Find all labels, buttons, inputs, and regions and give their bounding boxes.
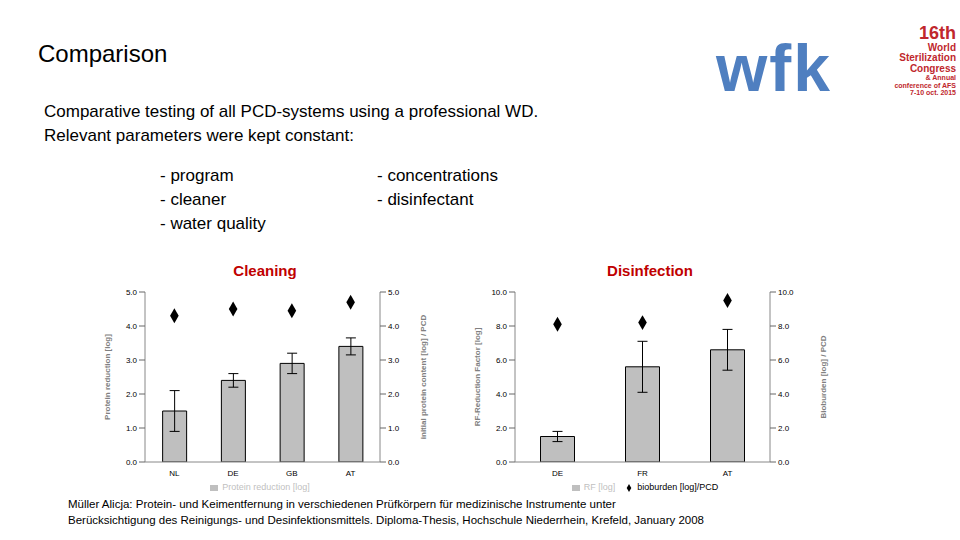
svg-text:2.0: 2.0 <box>126 390 138 399</box>
svg-text:initial protein content [log]: initial protein content [log] / PCD <box>419 315 428 440</box>
html-text:- program: - program <box>160 166 234 185</box>
html-text:Cleaning: Cleaning <box>233 262 297 279</box>
html-text:- cleaner: - cleaner <box>160 190 227 209</box>
svg-text:DE: DE <box>552 469 563 478</box>
svg-text:Bioburden [log] / PCD: Bioburden [log] / PCD <box>819 335 828 418</box>
svg-text:0.0: 0.0 <box>496 458 508 467</box>
html-text:- water quality: - water quality <box>160 214 266 233</box>
svg-text:0.0: 0.0 <box>388 458 400 467</box>
svg-text:2.0: 2.0 <box>496 424 508 433</box>
svg-text:AT: AT <box>723 469 733 478</box>
html-text:Berücksichtigung des Reinigung: Berücksichtigung des Reinigungs- und Des… <box>68 514 704 526</box>
html-text:Protein reduction [log]: Protein reduction [log] <box>222 482 310 492</box>
html-text:Comparative testing of all PCD: Comparative testing of all PCD-systems u… <box>44 102 539 121</box>
svg-text:4.0: 4.0 <box>388 322 400 331</box>
svg-text:3.0: 3.0 <box>126 356 138 365</box>
html-text:Relevant parameters were kept: Relevant parameters were kept constant: <box>44 126 354 145</box>
svg-text:5.0: 5.0 <box>126 288 138 297</box>
svg-text:5.0: 5.0 <box>388 288 400 297</box>
html-text:RF [log]: RF [log] <box>583 482 616 492</box>
svg-text:10.0: 10.0 <box>778 288 794 297</box>
html-text:7-10 oct. 2015: 7-10 oct. 2015 <box>910 89 956 97</box>
svg-text:DE: DE <box>228 469 239 478</box>
html-text:& Annual: & Annual <box>925 74 956 82</box>
svg-text:8.0: 8.0 <box>496 322 508 331</box>
svg-text:1.0: 1.0 <box>388 424 400 433</box>
html-text:Comparison: Comparison <box>38 40 168 67</box>
html-text:- concentrations: - concentrations <box>377 166 498 185</box>
svg-text:0.0: 0.0 <box>778 458 790 467</box>
svg-text:RF-Reduction Factor [log]: RF-Reduction Factor [log] <box>473 327 482 426</box>
svg-text:4.0: 4.0 <box>126 322 138 331</box>
html-text:conference of AFS: conference of AFS <box>894 81 956 89</box>
html-text:World: World <box>927 41 956 53</box>
svg-text:NL: NL <box>169 469 180 478</box>
svg-text:2.0: 2.0 <box>388 390 400 399</box>
svg-text:Protein reduction [log]: Protein reduction [log] <box>103 334 112 420</box>
html-text:Congress: Congress <box>909 62 956 74</box>
svg-text:0.0: 0.0 <box>126 458 138 467</box>
svg-text:FR: FR <box>637 469 648 478</box>
svg-text:2.0: 2.0 <box>778 424 790 433</box>
html-text:Müller Alicja: Protein- und Ke: Müller Alicja: Protein- und Keimentfernu… <box>68 498 616 510</box>
svg-text:6.0: 6.0 <box>496 356 508 365</box>
svg-text:4.0: 4.0 <box>496 390 508 399</box>
html-text:- disinfectant: - disinfectant <box>377 190 474 209</box>
svg-text:3.0: 3.0 <box>388 356 400 365</box>
html-text:bioburden [log]/PCD: bioburden [log]/PCD <box>637 482 719 492</box>
html-text:Disinfection: Disinfection <box>607 262 693 279</box>
html-text:Sterilization: Sterilization <box>899 52 956 64</box>
svg-text:4.0: 4.0 <box>778 390 790 399</box>
svg-text:10.0: 10.0 <box>491 288 507 297</box>
svg-text:AT: AT <box>346 469 356 478</box>
svg-text:1.0: 1.0 <box>126 424 138 433</box>
svg-text:6.0: 6.0 <box>778 356 790 365</box>
html-text:16th: 16th <box>919 23 956 43</box>
svg-text:8.0: 8.0 <box>778 322 790 331</box>
svg-text:GB: GB <box>286 469 298 478</box>
html-text:wfk: wfk <box>716 31 832 105</box>
